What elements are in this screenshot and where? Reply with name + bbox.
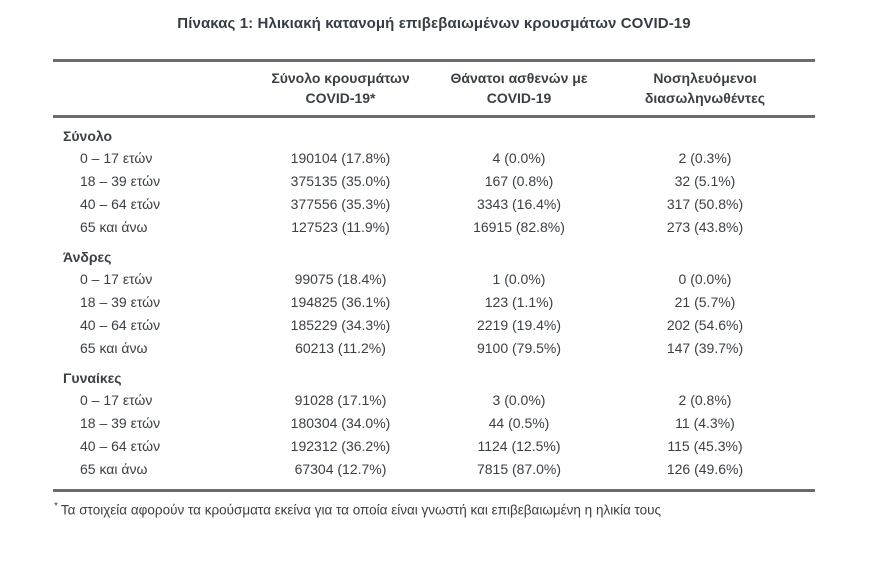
- section-label: Σύνολο: [63, 128, 113, 144]
- cases-value: 190104 (17.8%): [290, 150, 391, 166]
- section-label: Άνδρες: [63, 249, 112, 265]
- table-row: 40 – 64 ετών 192312 (36.2%) 1124 (12.5%)…: [53, 435, 815, 458]
- footnote-asterisk: *: [54, 501, 58, 512]
- table-row: 18 – 39 ετών 194825 (36.1%) 123 (1.1%) 2…: [53, 291, 815, 314]
- deaths-value: 123 (1.1%): [484, 294, 554, 310]
- deaths-value: 1124 (12.5%): [477, 438, 561, 454]
- col-header-cases-line2: COVID-19*: [305, 90, 376, 106]
- col-header-cases: Σύνολο κρουσμάτων COVID-19*: [238, 60, 443, 118]
- age-label: 65 και άνω: [80, 219, 148, 235]
- col-header-deaths-line1: Θάνατοι ασθενών με: [450, 70, 588, 86]
- cases-value: 67304 (12.7%): [294, 461, 387, 477]
- section-header-women: Γυναίκες: [53, 360, 815, 389]
- footnote-text: Τα στοιχεία αφορούν τα κρούσματα εκείνα …: [60, 502, 662, 518]
- page-title: Πίνακας 1: Ηλικιακή κατανομή επιβεβαιωμέ…: [177, 15, 691, 32]
- age-label: 18 – 39 ετών: [80, 415, 161, 431]
- intubated-value: 126 (49.6%): [666, 461, 744, 477]
- covid-age-distribution-table: Σύνολο κρουσμάτων COVID-19* Θάνατοι ασθε…: [53, 59, 815, 492]
- deaths-value: 3343 (16.4%): [476, 196, 562, 212]
- cases-value: 180304 (34.0%): [290, 415, 391, 431]
- deaths-value: 3 (0.0%): [492, 392, 546, 408]
- cases-value: 91028 (17.1%): [294, 392, 387, 408]
- cases-value: 375135 (35.0%): [290, 173, 391, 189]
- intubated-value: 202 (54.6%): [666, 317, 744, 333]
- intubated-value: 115 (45.3%): [667, 438, 743, 454]
- footnote: * Τα στοιχεία αφορούν τα κρούσματα εκείνα…: [54, 498, 815, 519]
- intubated-value: 2 (0.8%): [678, 392, 732, 408]
- intubated-value: 0 (0.0%): [678, 271, 732, 287]
- table-row: 65 και άνω 67304 (12.7%) 7815 (87.0%) 12…: [53, 458, 815, 491]
- deaths-value: 9100 (79.5%): [476, 340, 562, 356]
- deaths-value: 1 (0.0%): [492, 271, 546, 287]
- section-label: Γυναίκες: [63, 370, 122, 386]
- cases-value: 377556 (35.3%): [290, 196, 391, 212]
- table-row: 0 – 17 ετών 190104 (17.8%) 4 (0.0%) 2 (0…: [53, 147, 815, 170]
- age-label: 65 και άνω: [80, 461, 148, 477]
- deaths-value: 16915 (82.8%): [473, 219, 565, 235]
- deaths-value: 7815 (87.0%): [476, 461, 562, 477]
- cases-value: 60213 (11.2%): [295, 340, 386, 356]
- section-header-total: Σύνολο: [53, 117, 815, 148]
- col-header-deaths-line2: COVID-19: [486, 90, 552, 106]
- intubated-value: 32 (5.1%): [674, 173, 736, 189]
- col-header-intubated-line2: διασωληνωθέντες: [644, 90, 766, 106]
- table-row: 0 – 17 ετών 91028 (17.1%) 3 (0.0%) 2 (0.…: [53, 389, 815, 412]
- col-header-intubated: Νοσηλευόμενοι διασωληνωθέντες: [595, 60, 815, 118]
- age-label: 65 και άνω: [80, 340, 148, 356]
- col-header-deaths: Θάνατοι ασθενών με COVID-19: [443, 60, 595, 118]
- cases-value: 127523 (11.9%): [291, 219, 390, 235]
- intubated-value: 317 (50.8%): [666, 196, 744, 212]
- age-label: 18 – 39 ετών: [80, 294, 161, 310]
- age-label: 0 – 17 ετών: [80, 392, 153, 408]
- age-label: 0 – 17 ετών: [80, 150, 153, 166]
- table-body: Σύνολο 0 – 17 ετών 190104 (17.8%) 4 (0.0…: [53, 117, 815, 491]
- intubated-value: 2 (0.3%): [678, 150, 732, 166]
- cases-value: 185229 (34.3%): [290, 317, 391, 333]
- col-header-cases-line1: Σύνολο κρουσμάτων: [271, 70, 410, 86]
- deaths-value: 4 (0.0%): [492, 150, 546, 166]
- age-label: 0 – 17 ετών: [80, 271, 153, 287]
- cases-value: 194825 (36.1%): [290, 294, 391, 310]
- deaths-value: 167 (0.8%): [484, 173, 554, 189]
- age-label: 40 – 64 ετών: [80, 317, 161, 333]
- table-figure: Πίνακας 1: Ηλικιακή κατανομή επιβεβαιωμέ…: [53, 0, 815, 519]
- age-label: 40 – 64 ετών: [80, 196, 161, 212]
- age-label: 40 – 64 ετών: [80, 438, 161, 454]
- col-header-intubated-line1: Νοσηλευόμενοι: [653, 70, 757, 86]
- table-row: 40 – 64 ετών 377556 (35.3%) 3343 (16.4%)…: [53, 193, 815, 216]
- table-header: Σύνολο κρουσμάτων COVID-19* Θάνατοι ασθε…: [53, 60, 815, 118]
- intubated-value: 147 (39.7%): [666, 340, 744, 356]
- table-row: 18 – 39 ετών 375135 (35.0%) 167 (0.8%) 3…: [53, 170, 815, 193]
- table-row: 0 – 17 ετών 99075 (18.4%) 1 (0.0%) 0 (0.…: [53, 268, 815, 291]
- section-header-men: Άνδρες: [53, 239, 815, 268]
- intubated-value: 11 (4.3%): [675, 415, 735, 431]
- deaths-value: 2219 (19.4%): [476, 317, 562, 333]
- deaths-value: 44 (0.5%): [488, 415, 550, 431]
- table-row: 65 και άνω 127523 (11.9%) 16915 (82.8%) …: [53, 216, 815, 239]
- table-row: 40 – 64 ετών 185229 (34.3%) 2219 (19.4%)…: [53, 314, 815, 337]
- table-row: 65 και άνω 60213 (11.2%) 9100 (79.5%) 14…: [53, 337, 815, 360]
- intubated-value: 21 (5.7%): [674, 294, 736, 310]
- header-row: Σύνολο κρουσμάτων COVID-19* Θάνατοι ασθε…: [53, 60, 815, 118]
- age-label: 18 – 39 ετών: [80, 173, 161, 189]
- intubated-value: 273 (43.8%): [666, 219, 744, 235]
- table-row: 18 – 39 ετών 180304 (34.0%) 44 (0.5%) 11…: [53, 412, 815, 435]
- cases-value: 99075 (18.4%): [294, 271, 387, 287]
- empty-header-cell: [53, 60, 238, 118]
- cases-value: 192312 (36.2%): [290, 438, 391, 454]
